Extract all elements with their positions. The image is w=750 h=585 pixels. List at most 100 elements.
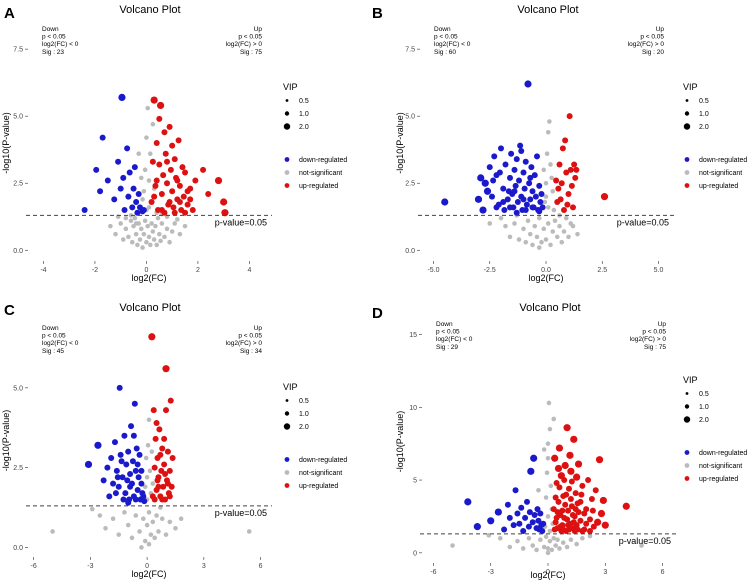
not-significant-point <box>543 180 549 186</box>
up-regulated-point <box>589 507 596 514</box>
not-significant-point <box>639 543 644 548</box>
not-significant-point <box>450 543 455 548</box>
down-regulated-point <box>117 185 124 192</box>
down-regulated-point <box>505 188 512 195</box>
vip-size-marker <box>285 99 289 102</box>
not-significant-point <box>536 245 542 250</box>
not-significant-point <box>129 535 135 541</box>
legend-label: down-regulated <box>699 450 747 457</box>
up-regulated-point <box>552 494 559 501</box>
not-significant-point <box>133 221 139 226</box>
up-regulated-point <box>587 516 593 523</box>
legend-marker-down-regulated <box>684 157 690 162</box>
down-regulated-point <box>132 496 139 503</box>
up-annotation: Sig : 75 <box>644 344 666 351</box>
up-annotation: Sig : 34 <box>240 348 262 355</box>
up-regulated-point <box>587 527 593 534</box>
up-annotation: log2(FC) > 0 <box>630 336 667 343</box>
x-tick-label: 6 <box>661 569 665 576</box>
down-regulated-point <box>111 439 118 446</box>
panel-letter: A <box>4 5 15 22</box>
up-regulated-point <box>151 464 158 471</box>
down-regulated-point <box>132 467 139 474</box>
not-significant-point <box>141 516 146 521</box>
not-significant-point <box>544 151 550 157</box>
not-significant-point <box>175 217 180 222</box>
down-regulated-point <box>501 207 508 214</box>
not-significant-point <box>156 231 162 237</box>
down-regulated-point <box>507 204 513 211</box>
not-significant-point <box>532 223 538 229</box>
up-regulated-point <box>554 509 561 516</box>
not-significant-point <box>534 547 539 553</box>
down-regulated-point <box>504 501 511 508</box>
down-regulated-point <box>520 196 527 203</box>
not-significant-point <box>568 537 574 543</box>
up-regulated-point <box>179 164 186 171</box>
down-regulated-point <box>110 480 117 487</box>
up-regulated-point <box>164 158 171 165</box>
not-significant-point <box>574 541 579 547</box>
up-regulated-point <box>151 496 158 503</box>
up-regulated-point <box>573 473 581 481</box>
down-regulated-point <box>507 174 513 181</box>
up-regulated-point <box>556 484 563 491</box>
legend-label: down-regulated <box>699 157 747 164</box>
not-significant-point <box>541 447 547 452</box>
not-significant-point <box>182 223 188 229</box>
not-significant-point <box>147 151 153 157</box>
down-regulated-point <box>118 93 126 102</box>
up-regulated-point <box>153 419 160 426</box>
legend-label: up-regulated <box>699 476 738 483</box>
not-significant-point <box>145 105 151 111</box>
not-significant-point <box>133 231 139 237</box>
not-significant-point <box>543 237 549 242</box>
up-regulated-point <box>167 397 174 404</box>
up-regulated-point <box>567 166 574 173</box>
x-tick-label: 5.0 <box>654 267 664 274</box>
not-significant-point <box>147 468 153 474</box>
not-significant-point <box>142 538 148 544</box>
down-regulated-point <box>512 182 519 189</box>
y-tick-label: 0.0 <box>13 545 23 552</box>
not-significant-point <box>548 242 553 248</box>
down-regulated-point <box>506 514 513 521</box>
not-significant-point <box>97 513 103 518</box>
legend-marker-up-regulated <box>684 476 690 481</box>
not-significant-point <box>125 522 131 528</box>
not-significant-point <box>530 543 536 548</box>
up-regulated-point <box>574 460 583 468</box>
up-regulated-point <box>574 526 581 533</box>
not-significant-point <box>129 239 135 245</box>
up-annotation: log2(FC) > 0 <box>226 340 263 347</box>
up-regulated-point <box>166 199 173 205</box>
not-significant-point <box>177 231 183 237</box>
up-regulated-point <box>588 495 595 502</box>
legend-label: not-significant <box>699 463 742 470</box>
vip-legend-title: VIP <box>283 382 298 392</box>
panel-c: C Volcano Plot -6 -3 0 3 6 0.0 2.5 5.0 log2(FC) -lo… <box>1 302 347 579</box>
up-annotation: Sig : 20 <box>642 49 664 56</box>
down-regulated-point <box>516 177 522 184</box>
not-significant-point <box>507 234 513 240</box>
down-regulated-point <box>525 523 532 530</box>
down-regulated-point <box>106 493 113 500</box>
y-tick-label: 5.0 <box>405 114 415 121</box>
up-regulated-point <box>169 455 176 462</box>
vip-size-label: 0.5 <box>299 398 309 405</box>
down-regulated-point <box>483 187 492 195</box>
down-annotation: Down <box>42 26 59 33</box>
y-tick-label: 0.0 <box>405 248 415 255</box>
up-regulated-point <box>214 176 223 185</box>
panel-b: B Volcano Plot -5.0 -2.5 0.0 2.5 5.0 0.0 2.5 5.0 7… <box>372 4 747 283</box>
not-significant-point <box>172 221 178 226</box>
y-axis-label: -log10(P-value) <box>1 112 11 174</box>
vip-size-marker <box>685 99 689 102</box>
not-significant-point <box>550 188 556 194</box>
not-significant-point <box>50 529 55 534</box>
down-regulated-point <box>537 510 544 517</box>
up-regulated-point <box>156 161 163 168</box>
not-significant-point <box>120 237 126 242</box>
